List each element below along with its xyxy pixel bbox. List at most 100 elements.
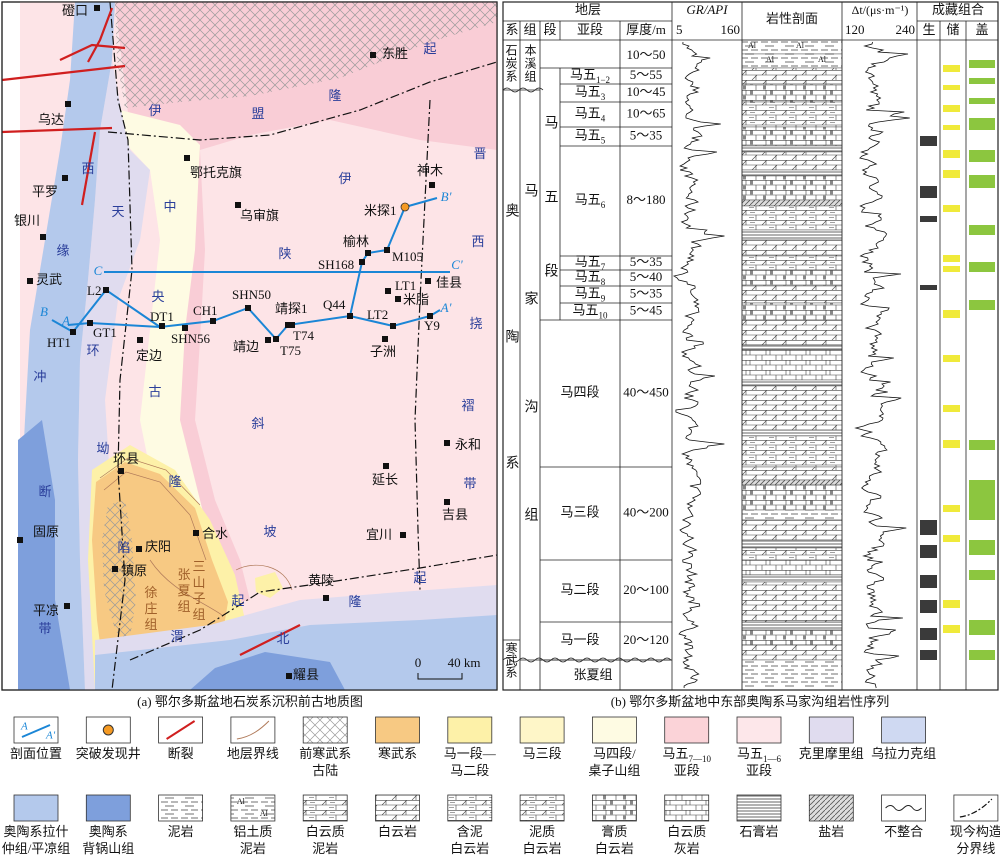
lithology-band	[741, 169, 843, 177]
unit-sub: 3	[601, 92, 606, 102]
play-bar	[920, 575, 937, 588]
region-south-blue	[95, 615, 497, 690]
place-label: Q44	[323, 297, 346, 312]
legend-label: 克里摩里组	[799, 746, 864, 761]
thickness-label: 5～55	[630, 67, 663, 82]
play-bar	[943, 440, 960, 448]
unit-label: 马五7	[575, 254, 606, 272]
unit-sub: 9	[601, 294, 606, 304]
legend-label: 桌子山组	[588, 763, 640, 778]
legend-label: 盐岩	[818, 824, 844, 839]
legend-label: 不整合	[884, 824, 923, 839]
legend-label: 亚段	[746, 763, 772, 778]
lithology-band	[741, 581, 843, 623]
lithology-band	[741, 53, 843, 69]
region-label: 渭	[170, 629, 183, 644]
region-label: 古	[148, 384, 161, 399]
place-marker	[323, 595, 329, 601]
place-marker	[65, 101, 71, 107]
place-label: 镇原	[121, 563, 147, 578]
legend-label: 马五1—6	[737, 746, 782, 764]
region-label: 晋	[473, 146, 486, 161]
legend-swatch	[447, 716, 493, 744]
thickness-label: 20～100	[623, 582, 669, 597]
place-label: 固原	[33, 524, 59, 539]
thickness-label: 5～45	[630, 302, 663, 317]
profile-line	[349, 197, 438, 317]
legend-label: 奥陶系	[89, 824, 128, 839]
lithology-band	[741, 151, 843, 171]
place-marker	[444, 499, 450, 505]
place-label: 东胜	[382, 46, 408, 61]
legend-fault	[166, 720, 196, 740]
lithology-band	[741, 349, 843, 381]
thickness-label: 5～35	[630, 285, 663, 300]
unit-label: 马二段	[560, 582, 599, 597]
region-label: 带	[463, 476, 476, 491]
region-label: 带	[38, 621, 51, 636]
vertical-label: 奥陶系	[504, 202, 520, 581]
legend-label: 剖面位置	[10, 746, 62, 761]
lithology-band	[741, 379, 843, 387]
play-bar	[969, 150, 995, 162]
place-marker	[385, 288, 391, 294]
dt-log-curve	[854, 41, 910, 689]
play-bar	[943, 205, 960, 212]
thickness-label: 8～180	[626, 192, 665, 207]
place-label: CH1	[193, 303, 218, 318]
play-bar	[969, 175, 995, 188]
lithology-band	[741, 229, 843, 241]
place-label: LT2	[367, 307, 388, 322]
region-label: 中	[163, 199, 176, 214]
legend-label: 奥陶系拉什	[3, 824, 68, 839]
place-label: 鄂托克旗	[190, 165, 242, 180]
al-symbol: Al	[748, 41, 757, 50]
unit-name: 马四段	[560, 384, 599, 399]
legend-label: 断裂	[168, 746, 194, 761]
play-bar	[969, 78, 995, 84]
unit-label: 马五4	[575, 105, 606, 123]
legend-swatch	[808, 716, 854, 744]
formation-label: 组	[192, 607, 205, 622]
play-bar	[969, 540, 995, 555]
place-label: 子洲	[370, 344, 396, 359]
play-bar	[969, 225, 995, 235]
unconformity	[502, 657, 672, 663]
place-marker	[285, 322, 291, 328]
unit-name: 马五	[575, 192, 601, 207]
unit-name: 马五	[575, 269, 601, 284]
play-bar	[943, 125, 960, 130]
fault	[87, 7, 114, 63]
lithology-band	[741, 285, 843, 304]
place-marker	[429, 182, 435, 188]
profile-line	[51, 288, 161, 334]
header-label: 储	[946, 22, 959, 37]
legend-swatch	[519, 794, 565, 822]
formation-label: 组	[177, 599, 190, 614]
legend-label: 马一段—	[444, 746, 497, 761]
legend-swatch	[664, 716, 710, 744]
place-label: 靖边	[233, 339, 259, 354]
fault	[80, 131, 97, 206]
legend-label: 石膏岩	[739, 824, 778, 839]
lithology-band	[741, 67, 843, 85]
region-label: 天	[111, 204, 124, 219]
play-bar	[943, 310, 960, 318]
scale-label: 40 km	[448, 655, 481, 670]
unit-sub: 7	[601, 262, 606, 272]
formation-label: 组	[144, 617, 157, 632]
region-label: 褶	[461, 398, 474, 413]
place-marker	[136, 546, 142, 552]
region-label: 坡	[263, 524, 276, 539]
place-marker	[87, 320, 93, 326]
play-bar	[969, 440, 995, 450]
unit-label: 马五10	[572, 302, 608, 320]
column-caption: (b) 鄂尔多斯盆地中东部奥陶系马家沟组岩性序列	[611, 694, 889, 709]
thickness-label: 10～50	[626, 47, 665, 62]
lithology-band	[741, 621, 843, 631]
header-label: GR/API	[686, 2, 728, 17]
legend-swatch	[158, 794, 204, 822]
lithology-band	[741, 429, 843, 437]
unit-name: 马三段	[560, 504, 599, 519]
header-label: 亚段	[577, 22, 603, 37]
